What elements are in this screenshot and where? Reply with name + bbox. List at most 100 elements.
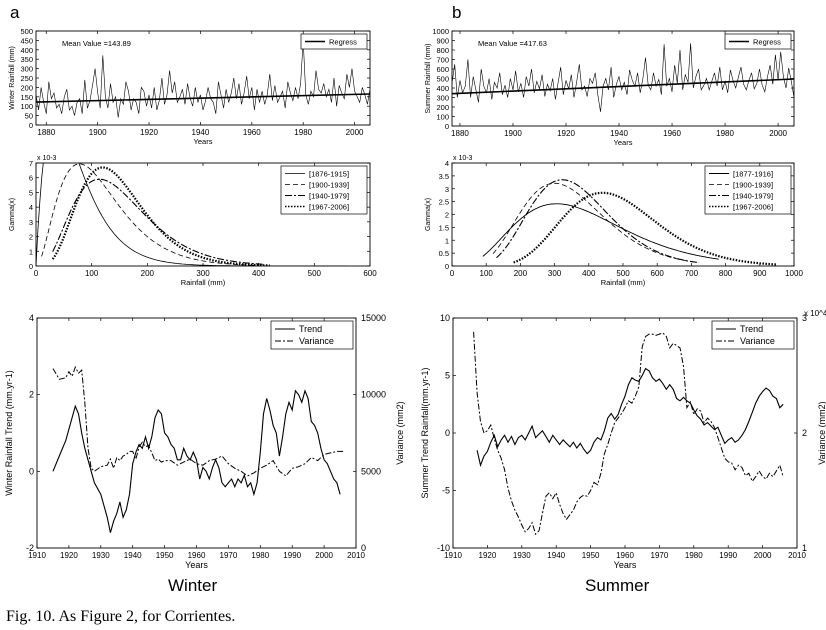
- y-tick-label: 0: [445, 122, 449, 131]
- x-axis-label: Rainfall (mm): [601, 278, 646, 287]
- y2-tick-label: 15000: [361, 313, 386, 323]
- season-label-summer: Summer: [585, 576, 650, 595]
- legend-entry: [1900-1939]: [309, 181, 349, 190]
- x-tick-label: 1920: [557, 129, 575, 138]
- y-tick-label: 4: [29, 203, 33, 212]
- y-tick-label: 0: [445, 428, 450, 438]
- y2-tick-label: 5000: [361, 466, 381, 476]
- plot-area: [36, 163, 348, 266]
- scale-note: x 10-3: [453, 155, 473, 162]
- x-tick-label: 2000: [754, 551, 772, 560]
- series-regress: [452, 78, 794, 95]
- x-tick-label: 500: [308, 269, 322, 278]
- y-tick-label: 1000: [432, 27, 449, 36]
- legend-entry: [1940-1979]: [309, 192, 349, 201]
- x-tick-label: 600: [651, 269, 665, 278]
- x-tick-label: 1940: [192, 128, 210, 137]
- x-tick-label: 1880: [451, 129, 469, 138]
- y-axis-label: Summer Trend Rainfall(mm.yr-1): [420, 367, 430, 498]
- x-tick-label: 2000: [346, 128, 364, 137]
- x-tick-label: 1940: [124, 551, 142, 560]
- y-tick-label: 100: [436, 113, 449, 122]
- legend-box: [724, 33, 792, 50]
- legend-box: [711, 320, 795, 350]
- y-tick-label: 900: [436, 37, 449, 46]
- series--1900-1939-: [41, 163, 259, 266]
- x-tick-label: 400: [582, 269, 596, 278]
- x-axis-label: Rainfall (mm): [181, 278, 226, 287]
- y-tick-label: 5: [445, 371, 450, 381]
- x-axis-label: Years: [614, 138, 633, 147]
- y-tick-label: 7: [29, 159, 33, 168]
- plot-area: [36, 40, 370, 118]
- x-tick-label: 1970: [651, 551, 669, 560]
- legend: Regress: [724, 33, 792, 50]
- legend: Trend Variance: [270, 320, 354, 350]
- chart-summer_series: 1880 1900 1920 1940 1960 1980 2000 010020030040…: [425, 27, 795, 147]
- legend-entry: Trend: [299, 324, 322, 334]
- y-tick-label: 700: [436, 56, 449, 65]
- y-tick-label: 1.5: [439, 223, 449, 232]
- x-tick-label: 1930: [513, 551, 531, 560]
- x-axis-label: Years: [185, 560, 208, 570]
- y-tick-label: 10: [440, 313, 450, 323]
- x-tick-label: 400: [252, 269, 266, 278]
- x-tick-label: 600: [363, 269, 377, 278]
- y-tick-label: 4: [445, 159, 449, 168]
- y-axis-label: Gamma(x): [9, 198, 16, 231]
- legend-entry: Trend: [740, 324, 763, 334]
- x-tick-label: 1930: [92, 551, 110, 560]
- y-tick-label: 4: [29, 313, 34, 323]
- y-tick-label: 0: [445, 262, 449, 271]
- series--1877-1916-: [482, 203, 719, 260]
- season-label-winter: Winter: [168, 576, 218, 595]
- y-tick-label: 200: [20, 83, 33, 92]
- legend-entry: Variance: [740, 336, 775, 346]
- y-tick-label: 300: [436, 94, 449, 103]
- x-tick-label: 0: [34, 269, 39, 278]
- x-tick-label: 1920: [479, 551, 497, 560]
- x-axis-label: Years: [614, 560, 637, 570]
- y-tick-label: 5: [29, 188, 33, 197]
- plot-area: [482, 179, 777, 266]
- x-tick-label: 700: [685, 269, 699, 278]
- x-tick-label: 1940: [547, 551, 565, 560]
- series--1967-2006-: [51, 166, 270, 266]
- panel-label-a: a: [10, 3, 20, 22]
- legend-entry: [1967-2006]: [733, 203, 773, 212]
- x-tick-label: 900: [753, 269, 767, 278]
- y-tick-label: 3: [29, 218, 33, 227]
- y-axis-label: Winter Rainfall (mm): [9, 46, 16, 110]
- x-tick-label: 1900: [89, 128, 107, 137]
- x-tick-label: 1920: [60, 551, 78, 560]
- x-tick-label: 1960: [616, 551, 634, 560]
- y-tick-label: 800: [436, 46, 449, 55]
- x-tick-label: 1950: [156, 551, 174, 560]
- y2-tick-label: 3: [802, 313, 807, 323]
- x-tick-label: 1880: [37, 128, 55, 137]
- x-tick-label: 1960: [188, 551, 206, 560]
- y-tick-label: -5: [442, 486, 450, 496]
- legend-entry: [1967-2006]: [309, 203, 349, 212]
- y-axis-label: Summer Rainfall (mm): [425, 43, 432, 113]
- y-tick-label: 450: [20, 36, 33, 45]
- chart-summer_gamma: 0 100 200 300 400 500 600 700 800 900 1000 0 0.5 1 1.5…: [425, 155, 803, 287]
- series--1876-1915-: [36, 163, 348, 266]
- x-tick-label: 100: [480, 269, 494, 278]
- series--1900-1939-: [492, 182, 699, 263]
- y-tick-label: -2: [26, 543, 34, 553]
- y2-tick-label: 10000: [361, 390, 386, 400]
- x-tick-label: 1960: [243, 128, 261, 137]
- x-tick-label: 800: [719, 269, 733, 278]
- plot-area: [452, 43, 794, 112]
- y-tick-label: 300: [20, 65, 33, 74]
- y2-tick-label: 1: [802, 543, 807, 553]
- legend-box: [270, 320, 354, 350]
- y-tick-label: 1: [445, 236, 449, 245]
- x-tick-label: 0: [450, 269, 455, 278]
- x-tick-label: 200: [514, 269, 528, 278]
- mean-value-annotation: Mean Value =143.89: [62, 39, 131, 48]
- y-tick-label: 2: [29, 233, 33, 242]
- y-axis-label: Gamma(x): [425, 198, 432, 231]
- y-axis-label: Winter Rainfall Trend (mm.yr-1): [4, 370, 14, 496]
